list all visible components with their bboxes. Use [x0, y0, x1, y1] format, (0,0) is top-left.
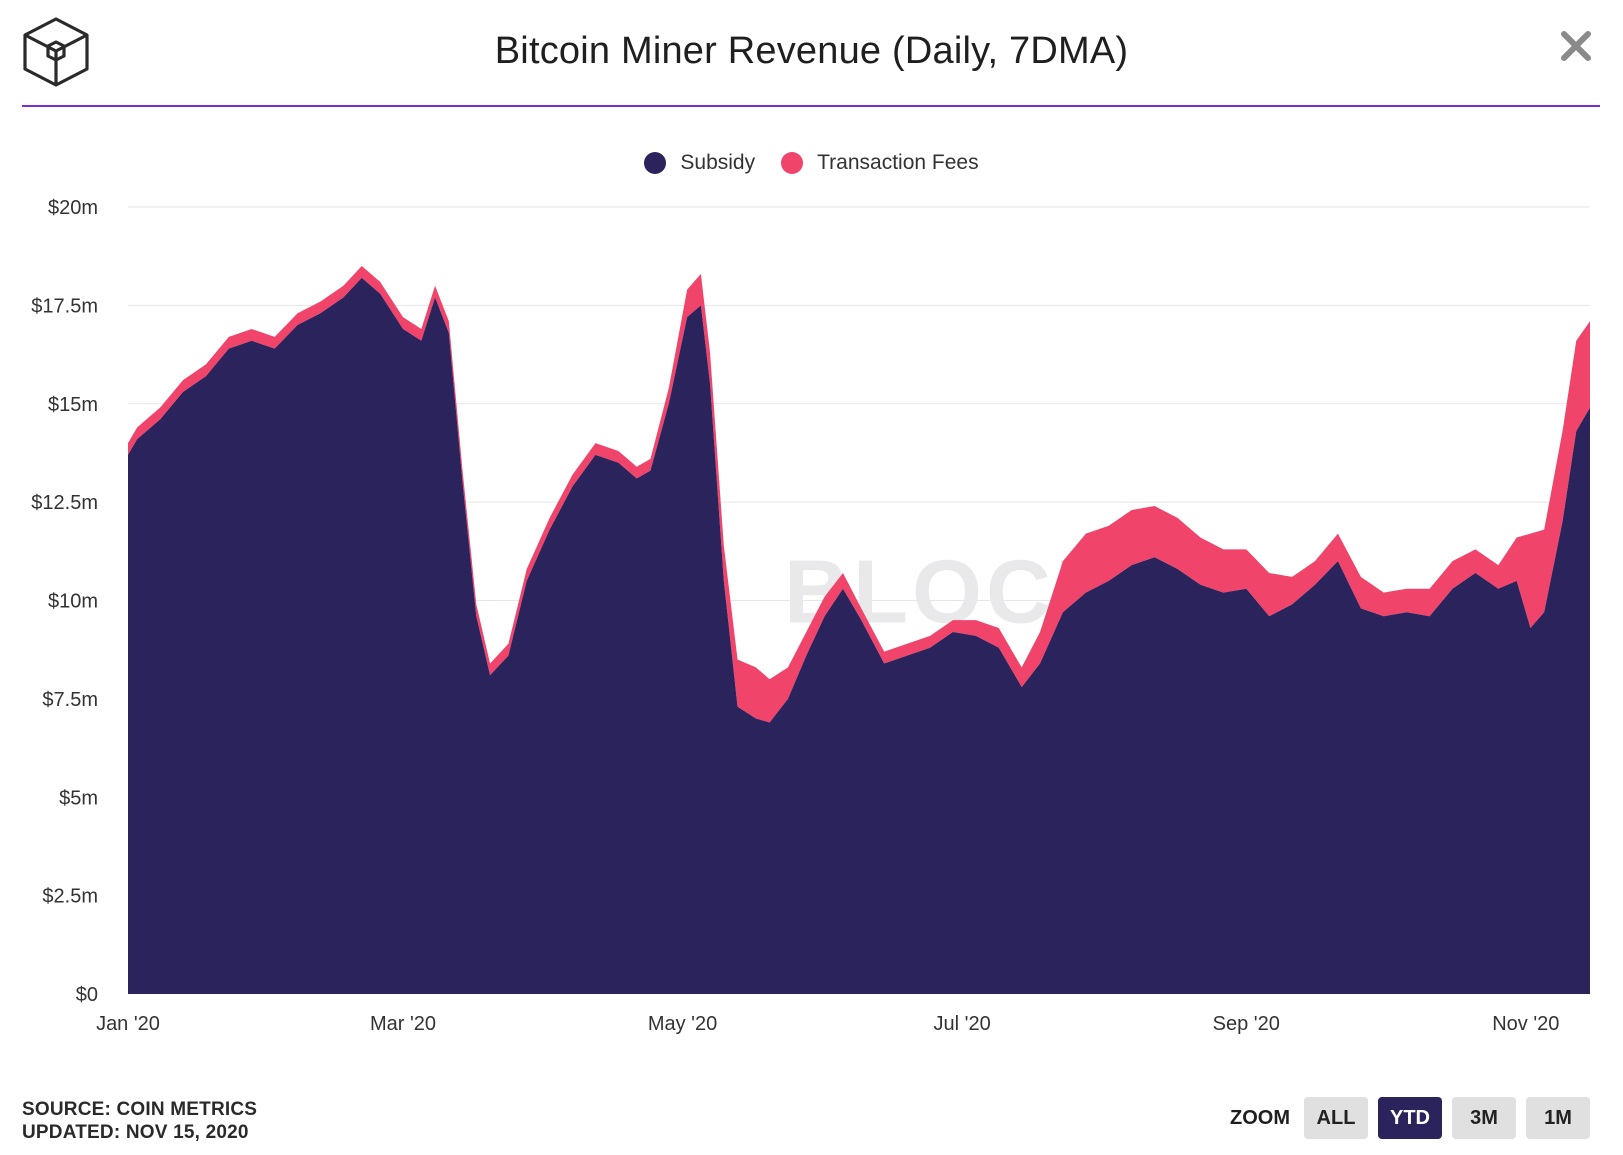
cube-logo-icon [23, 17, 89, 87]
y-tick-label: $2.5m [42, 886, 98, 908]
y-tick-label: $7.5m [42, 689, 98, 711]
close-icon[interactable] [1556, 26, 1596, 66]
x-tick-label: Jul '20 [934, 1013, 991, 1035]
legend-dot-transaction-fees [781, 152, 804, 174]
zoom-1m-button[interactable]: 1M [1526, 1097, 1590, 1139]
y-tick-label: $5m [59, 787, 98, 809]
zoom-label: ZOOM [1230, 1106, 1290, 1129]
series-area-subsidy [128, 277, 1590, 994]
legend-item-subsidy[interactable]: Subsidy [644, 151, 755, 175]
chart-legend: Subsidy Transaction Fees [0, 148, 1623, 178]
zoom-all-button[interactable]: ALL [1304, 1097, 1368, 1139]
source-note: SOURCE: COIN METRICS UPDATED: NOV 15, 20… [22, 1098, 257, 1144]
x-axis: Jan '20 Mar '20 May '20 Jul '20 Sep '20 Nov '… [96, 1013, 1559, 1035]
legend-label-transaction-fees: Transaction Fees [817, 151, 979, 174]
y-tick-label: $12.5m [31, 492, 98, 514]
chart-title: Bitcoin Miner Revenue (Daily, 7DMA) [494, 30, 1129, 72]
y-tick-label: $17.5m [31, 295, 98, 317]
y-tick-label: $15m [48, 394, 98, 416]
area-layer [128, 266, 1590, 994]
y-tick-label: $10m [48, 591, 98, 613]
source-text: SOURCE: COIN METRICS [22, 1099, 258, 1120]
x-tick-label: Mar '20 [370, 1013, 436, 1035]
x-tick-label: May '20 [648, 1013, 717, 1035]
y-axis: $0 $2.5m $5m $7.5m $10m $12.5m $15m $17.5m $20m [31, 197, 98, 1006]
legend-label-subsidy: Subsidy [680, 151, 756, 174]
chart-area: BLOCK $0 $2.5m $5m $7.5m $10m $12.5m $15m $17.5… [0, 190, 1623, 1070]
zoom-3m-button[interactable]: 3M [1452, 1097, 1516, 1139]
x-tick-label: Nov '20 [1492, 1013, 1559, 1035]
chart-header: Bitcoin Miner Revenue (Daily, 7DMA) [0, 0, 1623, 108]
x-tick-label: Sep '20 [1213, 1013, 1280, 1035]
zoom-ytd-button[interactable]: YTD [1378, 1097, 1442, 1139]
revenue-chart: BLOCK $0$2.5m$5m$7.5m$10m$12.5m$15m$17.5… [31, 197, 1590, 1035]
header-divider [22, 105, 1600, 107]
legend-dot-subsidy [644, 152, 667, 174]
legend-item-transaction-fees[interactable]: Transaction Fees [781, 151, 979, 175]
x-tick-label: Jan '20 [96, 1013, 160, 1035]
zoom-controls: ZOOM ALL YTD 3M 1M [1230, 1097, 1590, 1139]
y-tick-label: $20m [48, 197, 98, 219]
updated-text: UPDATED: NOV 15, 2020 [22, 1122, 249, 1143]
y-tick-label: $0 [76, 984, 98, 1006]
